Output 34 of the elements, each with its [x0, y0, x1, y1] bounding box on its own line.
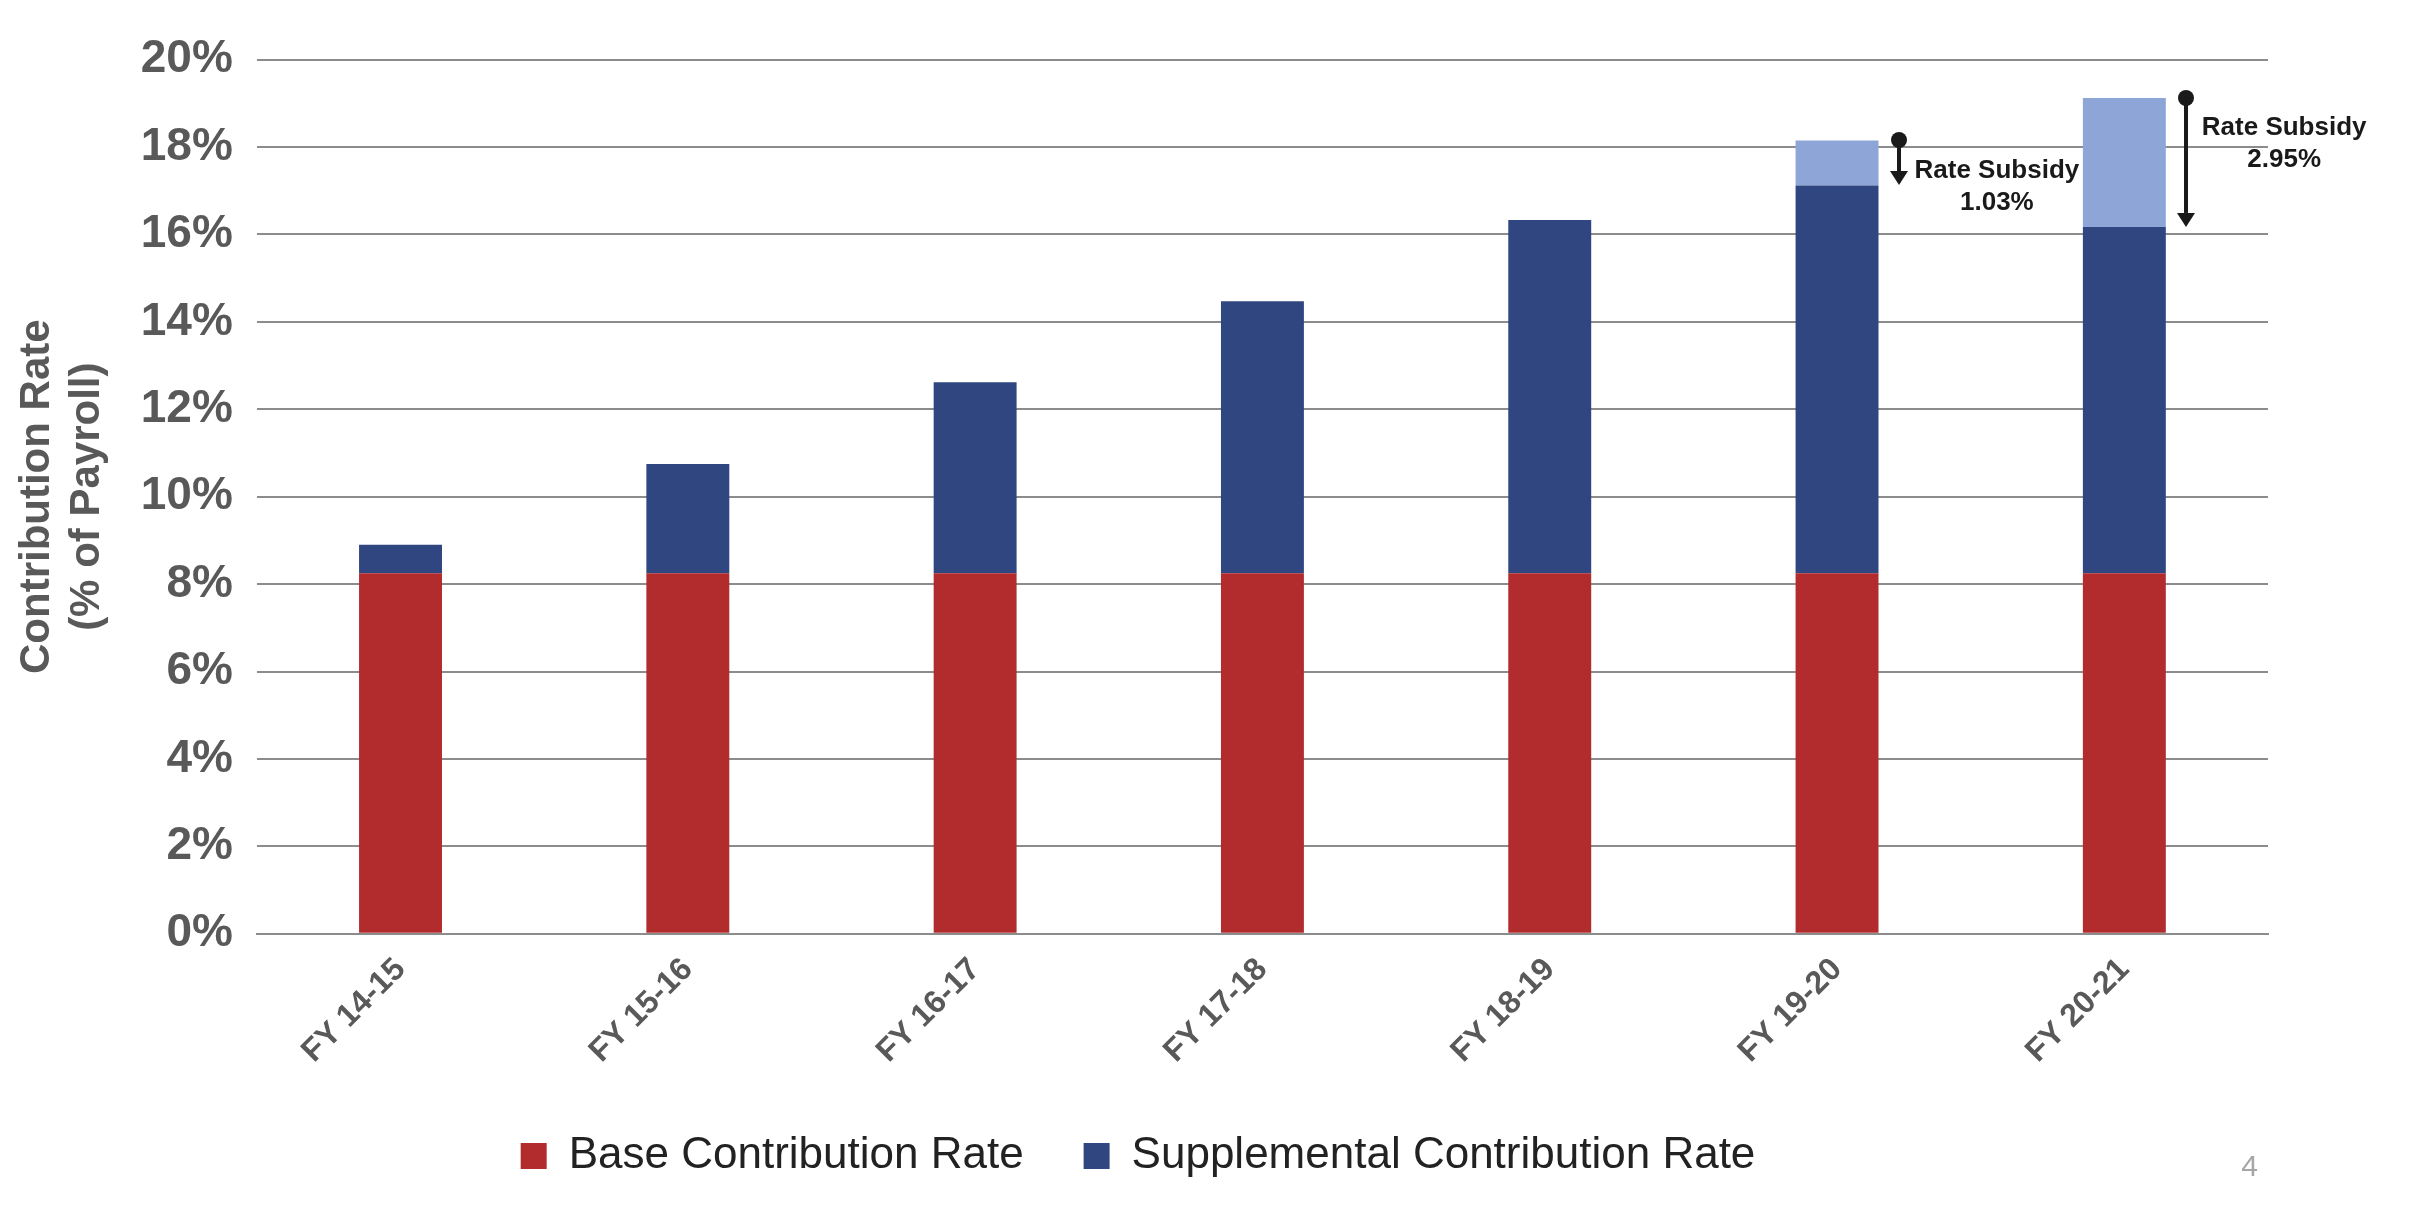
bar — [1508, 573, 1592, 933]
bar — [646, 573, 730, 933]
y-tick-label: 16% — [140, 205, 233, 258]
bar — [646, 463, 730, 574]
y-tick-label: 14% — [140, 292, 233, 345]
bar — [1220, 301, 1304, 574]
y-axis-title: Contribution Rate — [10, 319, 58, 674]
legend-label: Supplemental Contribution Rate — [1131, 1128, 1756, 1178]
annotation: Rate Subsidy 1.03% — [1914, 153, 2080, 216]
y-tick-label: 4% — [166, 729, 233, 782]
bar — [359, 573, 442, 933]
y-tick-label: 0% — [166, 904, 233, 957]
bar — [1795, 140, 1879, 186]
bar — [1220, 573, 1304, 933]
text: 4 — [2241, 1149, 2258, 1183]
bar — [2082, 573, 2166, 933]
bar — [2082, 98, 2166, 227]
y-tick-label: 18% — [140, 117, 233, 170]
text: (% of Payroll) — [61, 362, 109, 631]
y-tick-label: 8% — [166, 554, 233, 607]
y-tick-label: 6% — [166, 642, 233, 695]
annotation: Rate Subsidy 2.95% — [2201, 111, 2368, 174]
bar — [359, 544, 442, 574]
bar — [933, 573, 1017, 933]
legend-label: Base Contribution Rate — [568, 1128, 1024, 1178]
y-tick-label: 2% — [166, 817, 233, 870]
bar — [1508, 220, 1592, 574]
y-tick-label: 10% — [140, 467, 233, 520]
bar — [1795, 185, 1879, 574]
bar — [933, 382, 1017, 574]
y-tick-label: 20% — [140, 30, 233, 83]
bar — [1795, 573, 1879, 933]
y-tick-label: 12% — [140, 379, 233, 432]
bar — [2082, 227, 2166, 574]
